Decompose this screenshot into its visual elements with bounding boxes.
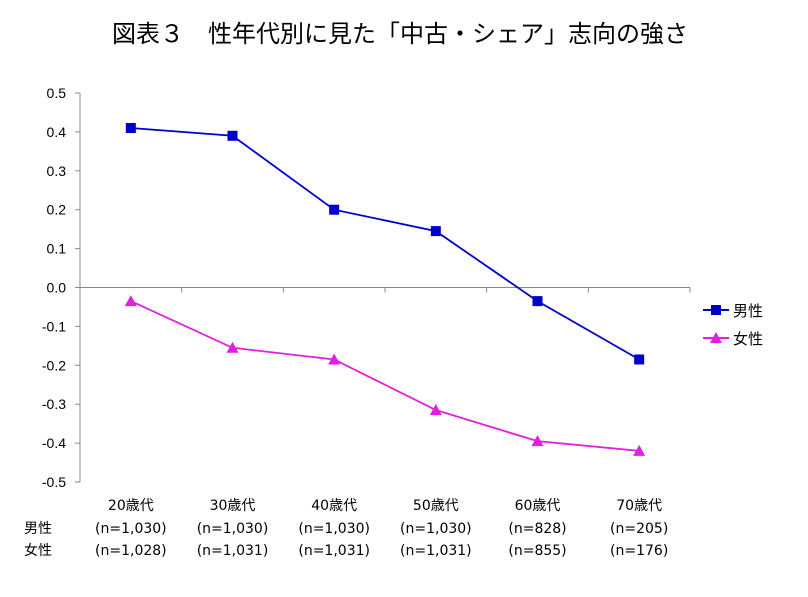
- sample-size-label: (n=176): [610, 543, 668, 559]
- sample-size-label: (n=855): [508, 543, 566, 559]
- sample-size-label: (n=205): [610, 521, 668, 537]
- sample-size-label: (n=1,030): [95, 521, 167, 537]
- sample-size-label: (n=1,030): [197, 521, 269, 537]
- sample-row-label: 男性: [24, 521, 52, 537]
- y-tick-label: -0.2: [42, 357, 66, 373]
- y-tick-label: 0.1: [47, 241, 67, 257]
- x-category-label: 30歳代: [210, 498, 256, 514]
- y-tick-label: 0.5: [47, 85, 67, 101]
- data-point: [328, 353, 341, 365]
- sample-size-label: (n=1,030): [298, 521, 370, 537]
- data-point: [124, 295, 137, 307]
- x-category-label: 50歳代: [413, 498, 459, 514]
- y-tick-label: -0.3: [42, 396, 66, 412]
- data-point: [532, 296, 543, 307]
- data-point: [429, 404, 442, 416]
- y-tick-label: -0.4: [42, 435, 66, 451]
- series-line: [130, 300, 640, 452]
- legend-marker: [710, 332, 722, 343]
- y-tick-label: 0.2: [47, 202, 67, 218]
- y-tick-label: -0.5: [42, 474, 66, 490]
- series-group: [124, 123, 646, 456]
- sample-size-label: (n=1,031): [298, 543, 370, 559]
- data-point: [633, 444, 646, 456]
- data-point: [226, 341, 239, 353]
- y-tick-label: -0.1: [42, 318, 66, 334]
- data-point: [329, 204, 340, 215]
- sample-size-label: (n=1,028): [95, 543, 167, 559]
- legend-label: 男性: [733, 302, 763, 320]
- data-point: [430, 226, 441, 237]
- sample-size-label: (n=1,030): [400, 521, 472, 537]
- legend-marker: [711, 305, 721, 315]
- y-tick-label: 0.3: [47, 163, 67, 179]
- y-tick-label: 0.4: [47, 124, 67, 140]
- sample-size-label: (n=1,031): [400, 543, 472, 559]
- y-axis: 0.5 0.4 0.3 0.2 0.1 0.0 -0.1 -0.2 -0.3 -0.4 -0.5: [42, 85, 81, 490]
- x-category-label: 60歳代: [515, 498, 561, 514]
- data-point: [634, 354, 645, 365]
- data-point: [125, 123, 136, 134]
- x-category-label: 20歳代: [108, 498, 154, 514]
- data-point: [227, 130, 238, 141]
- x-category-label: 70歳代: [616, 498, 662, 514]
- legend-label: 女性: [733, 330, 763, 348]
- data-point: [531, 435, 544, 447]
- sample-size-label: (n=1,031): [197, 543, 269, 559]
- y-tick-label: 0.0: [47, 280, 67, 296]
- series-line: [130, 127, 640, 361]
- sample-row-label: 女性: [24, 542, 52, 559]
- chart-title: 図表３ 性年代別に見た「中古・シェア」志向の強さ: [112, 20, 688, 48]
- sample-size-label: (n=828): [508, 521, 566, 537]
- x-category-label: 40歳代: [311, 498, 357, 514]
